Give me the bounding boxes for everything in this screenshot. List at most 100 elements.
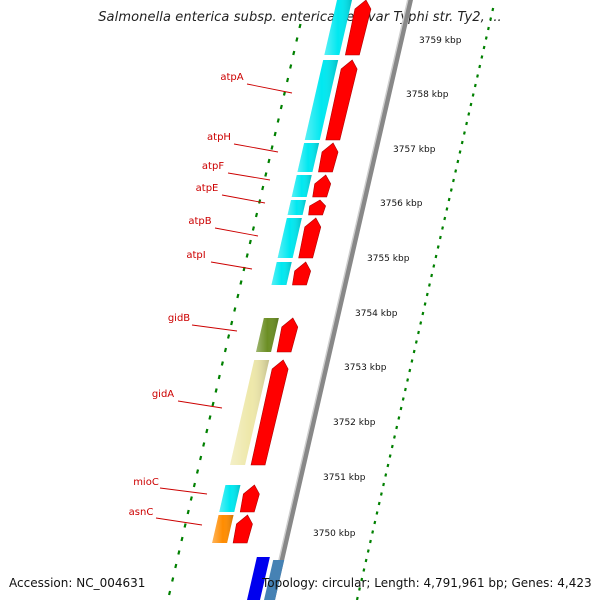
scale-dot: [382, 482, 385, 487]
leader-line-asnc: [155, 517, 203, 526]
atpa-bar-shade: [324, 0, 352, 55]
inner-tick: [214, 388, 218, 393]
scale-dot: [469, 102, 473, 107]
kbp-label: 3759 kbp: [419, 36, 462, 46]
scale-dot: [480, 55, 484, 59]
atpb-arrow: [298, 217, 322, 259]
atph-arrow: [318, 142, 339, 173]
scale-dot: [360, 577, 364, 582]
leader-line-atpf: [227, 172, 271, 181]
scale-dot: [388, 454, 392, 458]
scale-dot: [441, 226, 444, 230]
scale-dot: [478, 64, 482, 69]
inner-tick: [220, 361, 224, 366]
backbone-line: [270, 0, 413, 600]
gene-labels: atpA atpH atpF atpE atpB atpI gidB gidA mioC asnC: [129, 72, 293, 526]
scale-dot: [384, 473, 388, 477]
gene-label-atpf: atpF: [202, 161, 224, 172]
atpi-arrow: [292, 261, 311, 286]
scale-dot: [445, 207, 449, 211]
leader-line-gida: [177, 400, 223, 409]
inner-tick: [168, 590, 172, 596]
scale-dot: [465, 121, 469, 126]
inner-tick: [292, 50, 296, 56]
kbp-label: 3756 kbp: [380, 199, 423, 209]
kbp-label: 3758 kbp: [406, 90, 449, 100]
inner-tick: [270, 145, 274, 150]
gene-label-atph: atpH: [207, 132, 231, 143]
atpe-arrow: [308, 199, 326, 216]
gene-label-mioc: mioC: [133, 477, 159, 488]
atpa-arrow: [344, 0, 372, 56]
scale-dot: [484, 36, 488, 40]
inner-tick: [208, 415, 212, 420]
scale-dot: [421, 311, 425, 316]
inner-tick: [177, 550, 181, 555]
scale-dot: [406, 378, 410, 382]
kbp-label: 3753 kbp: [344, 363, 387, 373]
scale-dot: [369, 539, 372, 544]
scale-dot: [419, 321, 423, 325]
scale-dot: [393, 435, 396, 439]
atpa-arrow: [325, 59, 358, 141]
kbp-label: 3755 kbp: [367, 254, 410, 264]
atpa-bar-shade: [304, 60, 339, 140]
atph-bar-shade: [297, 143, 320, 172]
leader-line-atpi: [210, 261, 253, 270]
asnc-bar-shade: [212, 515, 234, 543]
inner-tick: [174, 563, 178, 569]
inner-tick: [223, 347, 228, 353]
inner-tick: [254, 212, 259, 218]
inner-tick: [230, 320, 234, 326]
scale-dot: [371, 530, 375, 534]
scale-dot: [460, 140, 464, 145]
inner-tick: [186, 509, 190, 515]
scale-dot: [414, 340, 418, 344]
scale-dot: [454, 169, 458, 173]
scale-dot: [482, 45, 486, 50]
leader-line-gidb: [191, 324, 238, 332]
atpb-bar-shade: [277, 218, 302, 258]
scale-dot: [436, 245, 440, 249]
scale-dot: [456, 159, 460, 164]
scale-dot: [467, 112, 471, 116]
gene-label-atpa: atpA: [220, 72, 243, 83]
scale-dot: [487, 26, 490, 31]
inner-tick: [171, 577, 175, 582]
leader-line-mioc: [159, 487, 208, 495]
scale-dot: [432, 264, 436, 268]
inner-tick: [261, 185, 265, 191]
gida-arrow: [250, 359, 289, 466]
gidb-arrow: [276, 317, 299, 353]
inner-tick: [282, 91, 287, 96]
inner-tick: [251, 226, 255, 231]
scale-dot: [362, 568, 366, 572]
leader-line-atpa: [246, 83, 293, 94]
inner-tick: [211, 401, 215, 407]
kbp-label: 3750 kbp: [313, 529, 356, 539]
scale-dot: [471, 93, 475, 97]
gene-label-asnc: asnC: [129, 507, 154, 518]
inner-tick: [273, 131, 277, 137]
inner-tick: [239, 280, 243, 285]
scale-dot: [373, 520, 377, 525]
scale-dot: [397, 416, 401, 420]
leader-line-atpb: [214, 227, 259, 237]
kbp-label: 3752 kbp: [333, 418, 376, 428]
scale-dot: [403, 387, 407, 392]
scale-dot: [447, 197, 451, 202]
scale-dot: [452, 178, 455, 183]
mioc-bar-shade: [219, 485, 241, 512]
scale-dot: [375, 511, 379, 515]
scale-dot: [364, 558, 368, 563]
inner-tick: [202, 442, 206, 447]
asnc-arrow: [232, 514, 253, 544]
inner-tick: [189, 496, 193, 501]
gene-label-atpb: atpB: [188, 216, 211, 227]
scale-dot: [399, 406, 403, 411]
inner-tick: [199, 455, 203, 461]
scale-dot: [434, 254, 438, 259]
inner-tick: [248, 239, 252, 245]
kbp-label: 3757 kbp: [393, 145, 436, 155]
